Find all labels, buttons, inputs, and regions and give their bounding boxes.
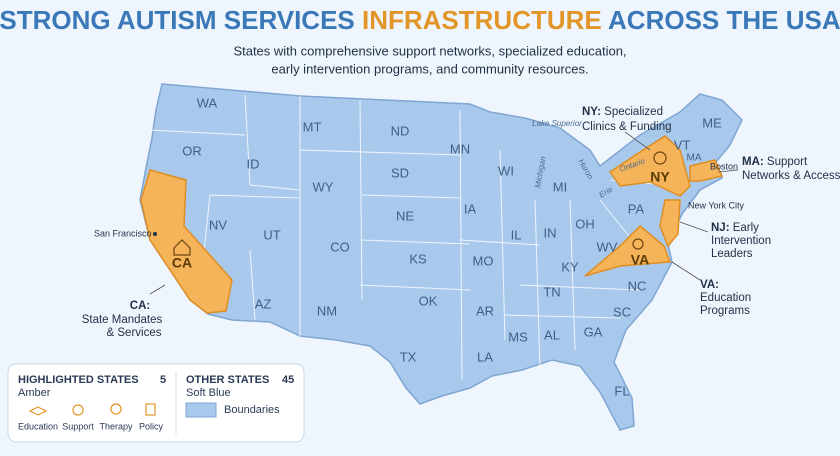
legend-box	[7, 363, 305, 443]
legend-count: 5	[160, 374, 166, 386]
state-label: ND	[391, 123, 410, 138]
legend-icon-label: Therapy	[99, 421, 133, 431]
legend: HIGHLIGHTED STATES 5 Amber Education Sup…	[7, 363, 305, 443]
highlighted-label: NY	[650, 169, 670, 185]
state-label: OH	[575, 216, 595, 231]
callout-line: Education	[700, 292, 751, 304]
state-label: KS	[409, 251, 427, 266]
legend-icon-label: Support	[62, 421, 94, 431]
state-label: VT	[674, 137, 691, 152]
legend-color: Amber	[18, 387, 51, 399]
callout: MA: Support	[742, 156, 808, 168]
subtitle: States with comprehensive support networ…	[233, 43, 626, 58]
highlighted-label: MA	[687, 153, 702, 164]
highlighted-label: VA	[631, 252, 649, 268]
callout-line: Clinics & Funding	[582, 121, 671, 133]
state-label: TX	[400, 349, 417, 364]
callout-abbr: NY:	[582, 106, 601, 118]
state-label: WY	[313, 179, 334, 194]
highlighted-state	[659, 199, 681, 248]
city-labels: San Francisco Boston New York City	[94, 161, 745, 238]
highlighted-state	[140, 169, 233, 314]
state-labels: WA OR ID MT ND SD WY NE NV UT CO KS AZ N…	[172, 95, 722, 398]
highlighted-state	[689, 159, 724, 182]
subtitle: early intervention programs, and communi…	[271, 61, 588, 76]
state-label: NV	[209, 217, 227, 232]
state-label: AL	[544, 327, 560, 342]
callout-abbr: VA:	[700, 279, 719, 291]
highlighted-label: CA	[172, 255, 192, 271]
callout: NY: Specialized	[582, 106, 663, 118]
highlighted-state	[584, 224, 672, 277]
callout-line: Early	[733, 222, 759, 234]
state-label: WV	[597, 239, 618, 254]
callouts: NY: Specialized Clinics & Funding MA: Su…	[82, 106, 840, 339]
state-label: AR	[476, 303, 494, 318]
legend-icon-label: Policy	[139, 421, 164, 431]
callout-abbr: MA:	[742, 156, 764, 168]
callout-abbr: NJ:	[711, 222, 730, 234]
city-label: New York City	[688, 200, 745, 210]
state-label: LA	[477, 349, 493, 364]
legend-count: 45	[282, 374, 294, 386]
state-label: PA	[628, 201, 645, 216]
title-part: STRONG AUTISM SERVICES	[0, 5, 355, 35]
callout-line: Specialized	[604, 106, 663, 118]
state-label: TN	[543, 284, 560, 299]
state-label: UT	[263, 227, 280, 242]
us-outline	[139, 83, 743, 431]
state-label: OK	[419, 293, 438, 308]
icons-on-map	[173, 151, 667, 256]
state-label: CO	[330, 239, 350, 254]
city-label: Boston	[710, 161, 738, 171]
legend-swatch	[185, 402, 217, 418]
state-label: KY	[561, 259, 579, 274]
state-label: SD	[391, 165, 409, 180]
callout-line: Networks & Access	[742, 170, 840, 182]
callout: NJ: Early	[711, 222, 759, 234]
title-part: ACROSS THE USA	[608, 5, 840, 35]
callout-abbr: CA:	[130, 300, 150, 312]
state-label: AZ	[255, 296, 272, 311]
callout-line: Programs	[700, 305, 750, 317]
state-label: MO	[473, 253, 494, 268]
state-label: IL	[511, 227, 522, 242]
state-label: NE	[396, 208, 414, 223]
callout-line: Leaders	[711, 248, 753, 260]
state-label: NM	[317, 303, 337, 318]
state-label: WI	[498, 163, 514, 178]
callout-line: Support	[767, 156, 808, 168]
city-dot	[153, 232, 157, 236]
water-label: Lake Superior	[532, 119, 582, 128]
title: STRONG AUTISM SERVICES INFRASTRUCTURE AC…	[0, 5, 840, 35]
state-label: OR	[182, 143, 202, 158]
callout-line: & Services	[107, 327, 162, 339]
state-label: SC	[613, 304, 631, 319]
legend-icon-label: Education	[18, 421, 58, 431]
legend-color: Soft Blue	[186, 387, 231, 399]
state-label: ME	[702, 115, 722, 130]
callout-line: Intervention	[711, 235, 771, 247]
state-label: IA	[464, 201, 477, 216]
legend-title: HIGHLIGHTED STATES	[18, 374, 139, 386]
highlighted-state	[608, 135, 691, 197]
state-label: MI	[553, 179, 567, 194]
state-label: GA	[584, 324, 603, 339]
state-label: MT	[303, 119, 322, 134]
state-label: NC	[628, 278, 647, 293]
legend-title: OTHER STATES	[186, 374, 269, 386]
callout-line: State Mandates	[82, 314, 163, 326]
legend-swatch-label: Boundaries	[224, 404, 280, 416]
state-label: MN	[450, 141, 470, 156]
city-label: San Francisco	[94, 228, 152, 238]
title-part: INFRASTRUCTURE	[362, 5, 602, 35]
state-label: MS	[508, 329, 528, 344]
state-label: WA	[197, 95, 218, 110]
state-label: ID	[247, 156, 260, 171]
map	[139, 83, 743, 431]
state-label: IN	[544, 225, 557, 240]
state-label: FL	[614, 383, 629, 398]
